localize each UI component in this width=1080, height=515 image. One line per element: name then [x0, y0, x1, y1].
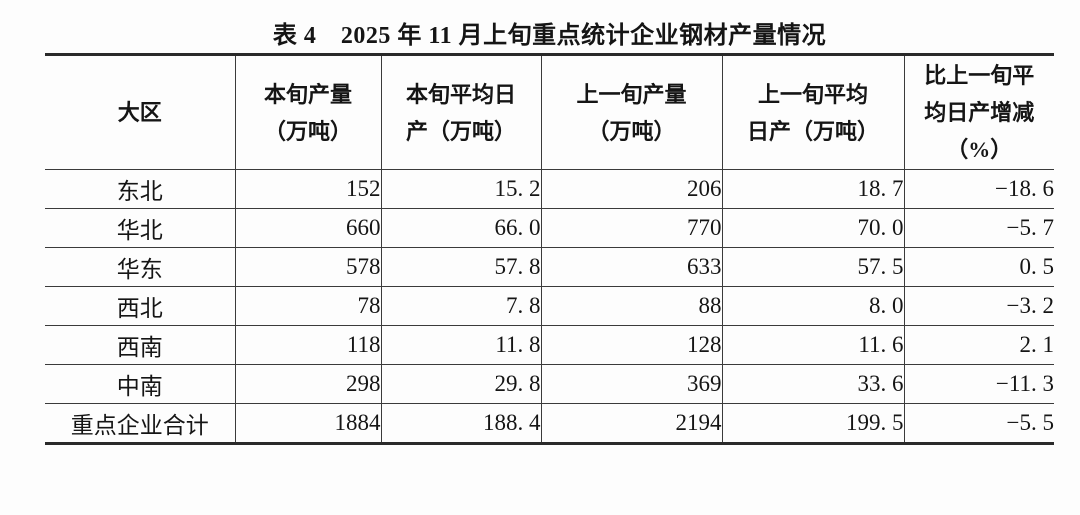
table-row: 西南 118 11. 8 128 11. 6 2. 1 [45, 325, 1054, 365]
value-cell: 29. 8 [380, 364, 541, 404]
col-header-current-daily-avg: 本旬平均日 产（万吨） [380, 54, 541, 170]
col-header-current-output: 本旬产量 （万吨） [234, 54, 381, 170]
col-header-prev-output: 上一旬产量 （万吨） [540, 54, 722, 170]
value-cell: 8. 0 [721, 286, 904, 326]
region-cell: 重点企业合计 [70, 413, 209, 438]
value-cell: −3. 2 [903, 286, 1054, 326]
value-cell: 298 [234, 364, 381, 404]
value-cell: 369 [540, 364, 722, 404]
header-row: 大区 本旬产量 （万吨） 本旬平均日 产（万吨） 上一旬产量 （万吨） 上一旬平… [45, 54, 1054, 170]
region-cell: 中南 [116, 374, 163, 399]
value-cell: 188. 4 [380, 403, 541, 444]
value-cell: 66. 0 [380, 208, 541, 248]
col-header-prev-daily-avg: 上一旬平均 日产（万吨） [721, 54, 904, 170]
value-cell: 70. 0 [721, 208, 904, 248]
region-cell: 西北 [116, 296, 163, 321]
value-cell: 33. 6 [721, 364, 904, 404]
value-cell: 660 [234, 208, 381, 248]
value-cell: −5. 7 [903, 208, 1054, 248]
region-cell: 华北 [116, 218, 163, 243]
value-cell: 2. 1 [903, 325, 1054, 365]
value-cell: 578 [234, 247, 381, 287]
value-cell: 206 [540, 169, 722, 209]
region-cell: 华东 [116, 257, 163, 282]
value-cell: 7. 8 [380, 286, 541, 326]
value-cell: 18. 7 [721, 169, 904, 209]
table-row: 东北 152 15. 2 206 18. 7 −18. 6 [45, 169, 1054, 209]
value-cell: 770 [540, 208, 722, 248]
value-cell: 11. 6 [721, 325, 904, 365]
col-header-region: 大区 [117, 100, 162, 125]
value-cell: 152 [234, 169, 381, 209]
value-cell: 57. 5 [721, 247, 904, 287]
region-cell: 东北 [116, 179, 163, 204]
value-cell: 1884 [234, 403, 381, 444]
value-cell: −18. 6 [903, 169, 1054, 209]
value-cell: 633 [540, 247, 722, 287]
value-cell: 15. 2 [380, 169, 541, 209]
table-row: 华北 660 66. 0 770 70. 0 −5. 7 [45, 208, 1054, 248]
value-cell: 57. 8 [380, 247, 541, 287]
table-row: 华东 578 57. 8 633 57. 5 0. 5 [45, 247, 1054, 287]
table-row: 中南 298 29. 8 369 33. 6 −11. 3 [45, 364, 1054, 404]
value-cell: 88 [540, 286, 722, 326]
steel-production-table: 大区 本旬产量 （万吨） 本旬平均日 产（万吨） 上一旬产量 （万吨） 上一旬平… [45, 53, 1054, 445]
value-cell: 118 [234, 325, 381, 365]
value-cell: 11. 8 [380, 325, 541, 365]
value-cell: 0. 5 [903, 247, 1054, 287]
region-cell: 西南 [116, 335, 163, 360]
value-cell: −5. 5 [903, 403, 1054, 444]
col-header-change-pct: 比上一旬平 均日产增减 （%） [903, 54, 1054, 170]
table-row: 西北 78 7. 8 88 8. 0 −3. 2 [45, 286, 1054, 326]
table-row-total: 重点企业合计 1884 188. 4 2194 199. 5 −5. 5 [45, 403, 1054, 444]
value-cell: 2194 [540, 403, 722, 444]
value-cell: 199. 5 [721, 403, 904, 444]
value-cell: −11. 3 [903, 364, 1054, 404]
value-cell: 78 [234, 286, 381, 326]
value-cell: 128 [540, 325, 722, 365]
table-caption: 表 4 2025 年 11 月上旬重点统计企业钢材产量情况 [272, 23, 827, 49]
